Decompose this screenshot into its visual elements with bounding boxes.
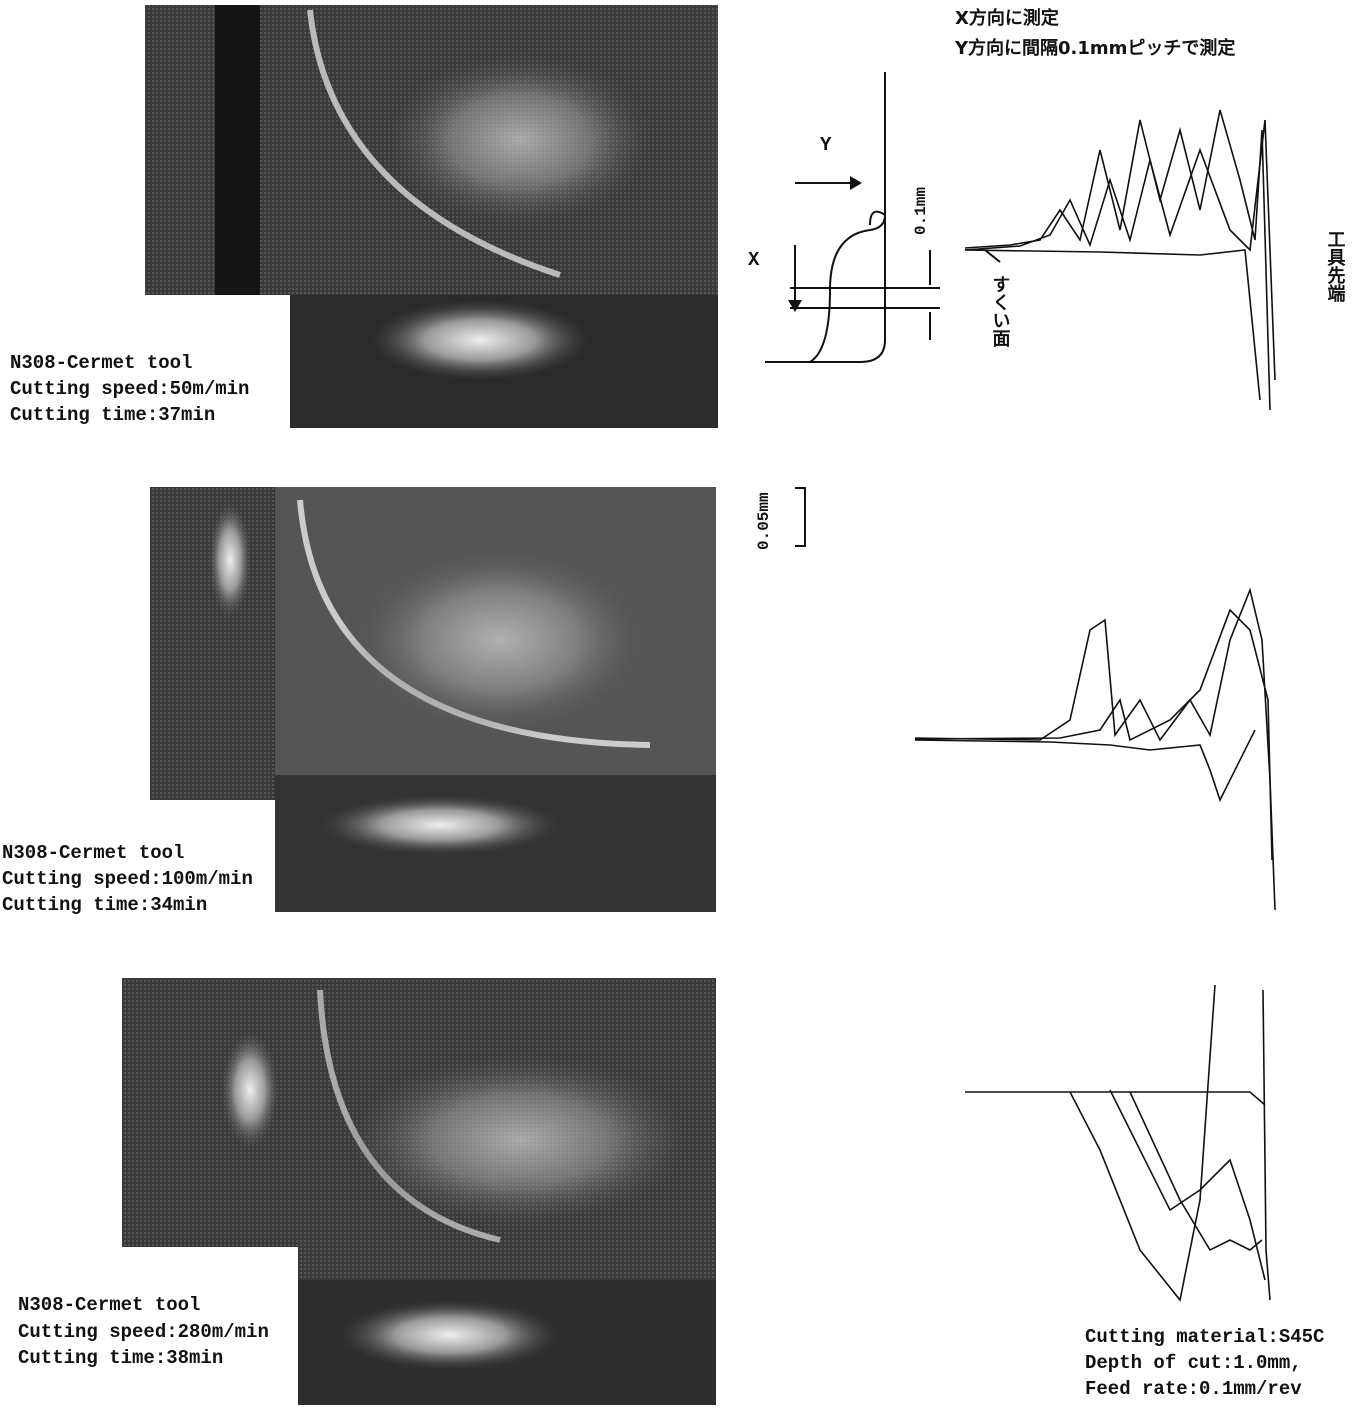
caption-speed: Cutting speed:100m/min	[2, 868, 253, 890]
caption-speed: Cutting speed:280m/min	[18, 1321, 269, 1343]
arrow	[985, 250, 1000, 262]
condition: Cutting material:S45C	[1085, 1326, 1324, 1348]
caption-time: Cutting time:37min	[10, 404, 215, 426]
profile-trace	[915, 110, 1275, 1300]
caption-tool: N308-Cermet tool	[10, 352, 192, 374]
page: N308-Cermet tool Cutting speed:50m/min C…	[0, 0, 1352, 1409]
pitch-label: 0.1mm	[912, 187, 930, 235]
scale-bar	[795, 488, 805, 546]
tool-tip-label: 工具先端	[1325, 230, 1346, 303]
axis-label-x: X	[748, 249, 760, 271]
condition: Feed rate:0.1mm/rev	[1085, 1378, 1302, 1400]
scale-label: 0.05mm	[755, 492, 773, 550]
photo	[150, 487, 716, 912]
rake-face-label: すくい面	[990, 275, 1011, 348]
caption-time: Cutting time:34min	[2, 894, 207, 916]
condition: Depth of cut:1.0mm,	[1085, 1352, 1302, 1374]
axis-label-y: Y	[820, 134, 832, 156]
photo	[145, 5, 718, 428]
caption-tool: N308-Cermet tool	[2, 842, 184, 864]
caption-time: Cutting time:38min	[18, 1347, 223, 1369]
note: X方向に測定	[955, 7, 1059, 29]
caption-tool: N308-Cermet tool	[18, 1294, 200, 1316]
caption-speed: Cutting speed:50m/min	[10, 378, 249, 400]
note: Y方向に間隔0.1mmピッチで測定	[954, 37, 1235, 59]
